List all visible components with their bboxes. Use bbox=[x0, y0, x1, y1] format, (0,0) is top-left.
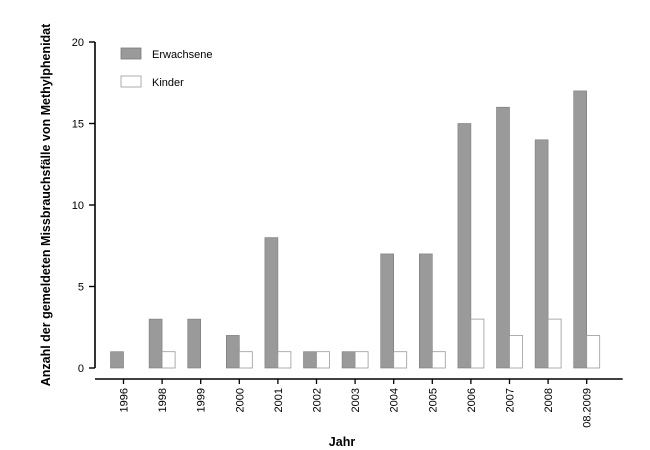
bar-erwachsene-1999 bbox=[187, 318, 201, 369]
bar-erwachsene-1996 bbox=[110, 351, 124, 369]
bar-erwachsene-2004 bbox=[380, 253, 395, 369]
bar-kinder-2001 bbox=[277, 351, 292, 369]
x-tick-label-2003: 2003 bbox=[350, 388, 362, 412]
y-tick-label-0: 0 bbox=[78, 363, 84, 375]
legend-swatch-kinder bbox=[120, 75, 142, 88]
bar-erwachsene-2000 bbox=[226, 335, 240, 369]
x-tick-label-2000: 2000 bbox=[234, 388, 246, 412]
bar-kinder-2002 bbox=[316, 351, 330, 369]
bar-kinder-2008 bbox=[547, 318, 562, 369]
x-tick-label-2008: 2008 bbox=[543, 388, 555, 412]
legend-label-erwachsene: Erwachsene bbox=[152, 49, 213, 61]
legend-swatch-erwachsene bbox=[120, 47, 142, 60]
x-tick-label-08.2009: 08.2009 bbox=[582, 388, 594, 428]
y-tick-label-10: 10 bbox=[72, 200, 84, 212]
bar-kinder-2004 bbox=[393, 351, 408, 369]
bar-kinder-2006 bbox=[470, 318, 485, 369]
x-tick-label-1996: 1996 bbox=[119, 388, 131, 412]
x-tick-label-2006: 2006 bbox=[466, 388, 478, 412]
bar-kinder-2003 bbox=[354, 351, 369, 369]
bar-erwachsene-2005 bbox=[418, 253, 433, 369]
x-tick-label-2007: 2007 bbox=[505, 388, 517, 412]
bar-erwachsene-2002 bbox=[303, 351, 317, 369]
legend-label-kinder: Kinder bbox=[152, 77, 184, 89]
axes: 0 5 10 15 20 1996 1998 1999 2000 2001 2002 2003 2004… bbox=[72, 37, 623, 428]
bar-kinder-1998 bbox=[161, 351, 176, 369]
bar-kinder-08.2009 bbox=[586, 334, 601, 369]
x-tick-label-1999: 1999 bbox=[196, 388, 208, 412]
x-tick-label-1998: 1998 bbox=[157, 388, 169, 412]
bar-erwachsene-2003 bbox=[341, 351, 356, 369]
y-axis-label: Anzahl der gemeldeten Missbrauchsfälle v… bbox=[39, 23, 53, 386]
bar-kinder-2007 bbox=[509, 334, 523, 369]
legend: Erwachsene Kinder bbox=[120, 47, 213, 89]
x-tick-label-2002: 2002 bbox=[312, 388, 324, 412]
bar-erwachsene-2006 bbox=[457, 123, 472, 369]
bar-erwachsene-2008 bbox=[534, 139, 549, 369]
x-axis-label: Jahr bbox=[329, 435, 356, 449]
bar-kinder-2000 bbox=[238, 351, 253, 369]
bar-erwachsene-1998 bbox=[148, 318, 163, 369]
y-tick-label-20: 20 bbox=[72, 37, 84, 49]
y-tick-label-15: 15 bbox=[72, 119, 84, 131]
bar-erwachsene-2007 bbox=[496, 106, 510, 369]
bar-erwachsene-08.2009 bbox=[573, 90, 588, 369]
y-tick-label-5: 5 bbox=[78, 282, 84, 294]
bars bbox=[110, 90, 601, 369]
bar-erwachsene-2001 bbox=[264, 237, 279, 369]
x-tick-label-2005: 2005 bbox=[427, 388, 439, 412]
bar-kinder-2005 bbox=[431, 351, 446, 369]
x-tick-label-2001: 2001 bbox=[273, 388, 285, 412]
x-tick-label-2004: 2004 bbox=[389, 388, 401, 412]
